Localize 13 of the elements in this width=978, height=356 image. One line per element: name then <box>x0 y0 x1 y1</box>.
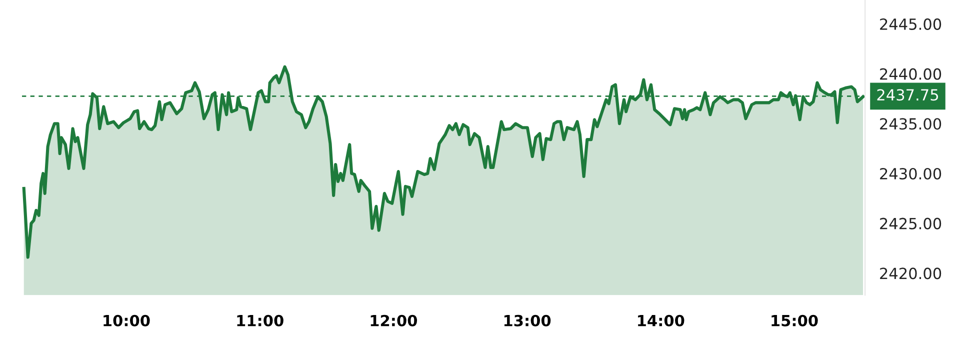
x-tick-label: 12:00 <box>370 314 418 326</box>
x-tick-label: 15:00 <box>772 314 818 326</box>
y-tick-label: 2420.00 <box>880 268 942 280</box>
x-tick-label: 10:00 <box>104 314 150 326</box>
y-tick-label: 2445.00 <box>880 18 942 30</box>
y-tick-label: 2440.00 <box>880 68 942 80</box>
y-tick-label: 2425.00 <box>880 218 942 230</box>
y-tick-label: 2430.00 <box>880 168 942 180</box>
ref-line-label: 2437.75 <box>877 89 938 101</box>
x-tick-label: 11:00 <box>237 314 284 326</box>
y-tick-label: 2435.00 <box>880 118 942 130</box>
x-tick-label: 13:00 <box>504 314 551 326</box>
x-tick-label: 14:00 <box>638 314 684 326</box>
